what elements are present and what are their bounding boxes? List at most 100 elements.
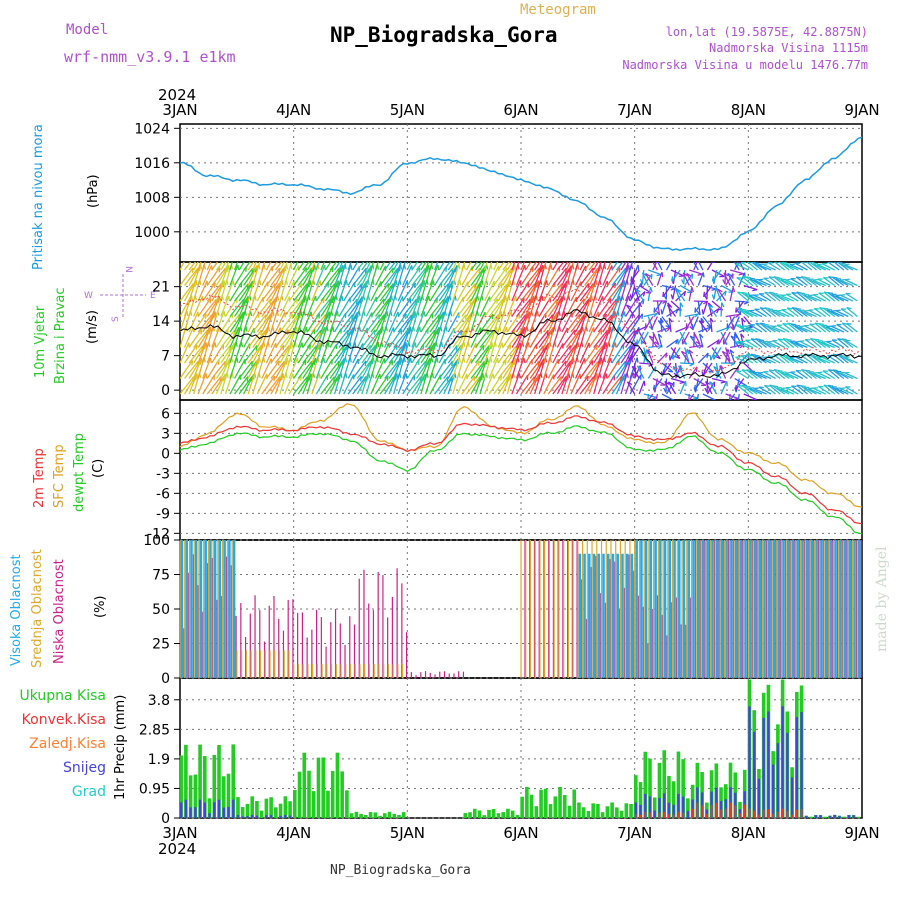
wind-arrow xyxy=(265,342,277,364)
model-label: Model xyxy=(66,22,108,38)
temp-sfc-label: SFC Temp xyxy=(52,444,67,508)
wind-arrow xyxy=(746,369,758,380)
wind-arrow xyxy=(781,309,795,318)
precip-snow-bar xyxy=(724,799,727,818)
wind-arrow xyxy=(736,307,749,318)
wind-arrow xyxy=(640,350,649,364)
pressure-panel xyxy=(179,136,863,252)
wind-arrow xyxy=(804,369,817,380)
precip-total-bar xyxy=(487,809,491,818)
wind-arrow-head xyxy=(586,375,589,381)
wind-arrow-head xyxy=(627,381,633,386)
wind-arrow xyxy=(215,345,231,364)
wind-arrow xyxy=(703,362,713,375)
wind-arrow-head xyxy=(750,338,757,341)
wind-arrow-head xyxy=(614,342,617,348)
wind-arrow-head xyxy=(800,385,806,388)
wind-arrow xyxy=(624,262,630,271)
wind-arrow-head xyxy=(736,403,738,408)
wind-arrow xyxy=(681,331,690,345)
wind-arrow-head xyxy=(657,333,663,339)
wind-arrow xyxy=(470,344,485,364)
wind-arrow xyxy=(361,262,369,271)
wind-arrow-head xyxy=(679,302,684,308)
wind-arrow xyxy=(365,329,381,348)
wind-arrow xyxy=(795,276,808,287)
wind-arrow xyxy=(672,285,677,300)
precip-snow-bar xyxy=(184,799,188,818)
precip-panel xyxy=(179,679,861,818)
precip-convective-bar xyxy=(710,804,713,818)
wind-arrow-head xyxy=(614,282,617,288)
wind-arrow-head xyxy=(693,333,698,339)
wind-y-tick-label: 7 xyxy=(161,349,170,365)
wind-arrow-head xyxy=(741,317,746,323)
precip-snow-bar xyxy=(672,804,675,818)
wind-arrow-head xyxy=(288,252,289,257)
wind-arrow xyxy=(809,262,822,271)
precip-total-bar xyxy=(643,751,648,818)
wind-arrow xyxy=(461,358,473,379)
wind-arrow xyxy=(768,369,781,380)
wind-arrow xyxy=(543,374,555,395)
wind-arrow-head xyxy=(370,253,371,258)
wind-arrow xyxy=(653,378,663,391)
wind-arrow xyxy=(206,262,212,271)
precip-total-bar xyxy=(648,758,652,818)
precip-total-bar xyxy=(619,810,624,818)
wind-arrow xyxy=(821,341,835,349)
wind-arrow-head xyxy=(186,310,189,317)
wind-arrow-head xyxy=(522,249,523,254)
wind-arrow xyxy=(786,307,799,318)
wind-arrow-head xyxy=(787,307,793,310)
wind-arrow-head xyxy=(740,333,745,339)
model-name: wrf-nmm_v3.9.1 e1km xyxy=(64,48,236,66)
wind-arrow xyxy=(324,295,335,317)
wind-arrow xyxy=(833,262,845,271)
wind-arrow-head xyxy=(495,326,498,332)
wind-arrow-head xyxy=(691,287,694,293)
wind-arrow-head xyxy=(662,369,665,375)
wind-arrow xyxy=(202,326,212,348)
wind-arrow-head xyxy=(591,360,594,366)
wind-arrow xyxy=(822,324,836,333)
precip-total-bar xyxy=(293,789,297,818)
wind-arrow xyxy=(615,359,630,379)
wind-arrow xyxy=(552,267,567,286)
wind-arrow-head xyxy=(712,276,715,282)
wind-arrow xyxy=(762,341,776,349)
wind-arrow-head xyxy=(660,309,663,315)
wind-arrow xyxy=(256,373,268,395)
wind-arrow xyxy=(306,262,313,271)
wind-arrow xyxy=(741,276,754,287)
wind-arrow xyxy=(755,322,767,333)
wind-arrow xyxy=(297,360,313,379)
wind-arrow xyxy=(311,328,325,348)
wind-arrow xyxy=(270,281,282,302)
wind-arrow xyxy=(502,262,510,271)
wind-arrow-head xyxy=(655,310,661,316)
wind-arrow-head xyxy=(667,304,673,308)
wind-arrow-head xyxy=(689,363,695,367)
wind-arrow xyxy=(265,262,272,271)
wind-arrow xyxy=(497,326,508,348)
wind-arrow xyxy=(252,314,267,333)
wind-arrow xyxy=(438,375,453,395)
wind-arrow xyxy=(758,386,772,395)
wind-arrow xyxy=(470,262,478,271)
wind-arrow xyxy=(844,372,858,380)
bottom-year-label: 2024 xyxy=(158,840,196,858)
precip-snow-bar xyxy=(762,717,765,818)
wind-arrow-head xyxy=(429,253,430,258)
wind-arrow xyxy=(343,264,352,286)
wind-arrow xyxy=(588,262,597,271)
wind-arrow-head xyxy=(263,264,266,270)
wind-arrow xyxy=(429,262,433,271)
wind-arrow xyxy=(844,279,858,287)
wind-arrow xyxy=(415,359,430,379)
wind-arrow-head xyxy=(455,345,458,351)
wind-arrow xyxy=(597,342,607,364)
wind-arrow xyxy=(702,316,713,328)
precip-snow-bar xyxy=(284,814,287,818)
wind-arrow xyxy=(791,292,804,302)
